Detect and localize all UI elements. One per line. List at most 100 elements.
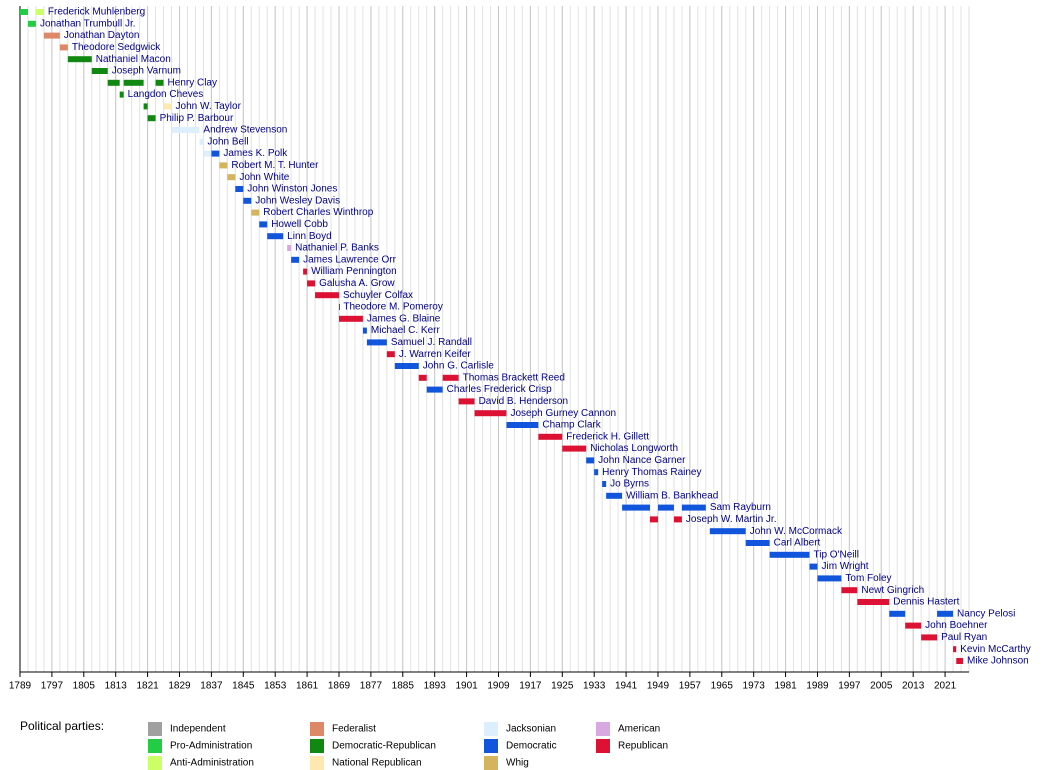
speaker-name: Charles Frederick Crisp: [447, 384, 552, 395]
speaker-name: Carl Albert: [774, 538, 821, 549]
speaker-name: J. Warren Keifer: [399, 349, 472, 360]
speaker-name: William B. Bankhead: [626, 490, 718, 501]
term-bar: [709, 528, 746, 535]
speaker-name: Jonathan Trumbull Jr.: [40, 18, 136, 29]
speaker-name: Jonathan Dayton: [64, 30, 140, 41]
legend-swatch: [484, 739, 498, 753]
speaker-name: Nathaniel P. Banks: [295, 243, 379, 254]
legend-swatch: [310, 722, 324, 736]
x-tick-label: 1813: [105, 681, 128, 692]
term-bar: [199, 138, 204, 145]
term-bar: [338, 315, 363, 322]
x-tick-label: 1837: [200, 681, 223, 692]
speaker-name: John Bell: [207, 136, 248, 147]
term-bar: [123, 79, 144, 86]
x-tick-label: 1989: [806, 681, 829, 692]
term-bar: [307, 280, 316, 287]
speaker-name: Newt Gingrich: [861, 585, 924, 596]
term-bar: [458, 398, 475, 405]
term-bar: [602, 481, 607, 487]
term-bar: [43, 32, 60, 39]
speaker-name: Dennis Hastert: [893, 597, 959, 608]
speaker-name: Samuel J. Randall: [391, 337, 472, 348]
term-bar: [809, 563, 818, 570]
speaker-name: Frederick H. Gillett: [566, 431, 649, 442]
term-bar: [235, 186, 244, 192]
x-tick-label: 1805: [73, 681, 96, 692]
term-bar: [817, 575, 842, 582]
speaker-name: Jim Wright: [821, 561, 868, 572]
x-tick-label: 1981: [774, 681, 797, 692]
term-bar: [163, 103, 172, 110]
legend-label: Democratic-Republican: [332, 741, 436, 752]
term-bar: [953, 646, 957, 653]
speaker-name: James K. Polk: [223, 148, 288, 159]
term-bar: [67, 56, 92, 63]
term-bar: [506, 422, 539, 428]
legend-label: American: [618, 724, 660, 735]
term-bar: [956, 658, 964, 664]
term-bar: [107, 79, 120, 86]
term-bar: [889, 610, 906, 617]
speaker-name: John Nance Garner: [598, 455, 686, 466]
x-tick-label: 1893: [424, 681, 447, 692]
speaker-name: Kevin McCarthy: [960, 644, 1031, 655]
speaker-name: John Wesley Davis: [255, 195, 340, 206]
speaker-name: Nancy Pelosi: [957, 608, 1015, 619]
x-tick-label: 1797: [41, 681, 64, 692]
speaker-name: Langdon Cheves: [128, 89, 204, 100]
term-bar: [35, 9, 44, 15]
speaker-name: Henry Clay: [168, 77, 217, 88]
term-bar: [119, 91, 124, 98]
x-tick-label: 1829: [168, 681, 191, 692]
term-bar: [745, 540, 770, 546]
legend-label: Federalist: [332, 724, 376, 735]
legend-label: Democratic: [506, 741, 557, 752]
speaker-name: Henry Thomas Rainey: [602, 467, 701, 478]
term-bar: [219, 162, 228, 169]
legend-label: National Republican: [332, 758, 422, 769]
term-bar: [315, 292, 339, 299]
term-bar: [538, 433, 563, 440]
speaker-name: John W. McCormack: [750, 526, 843, 537]
term-bar: [905, 622, 922, 629]
term-bar: [59, 44, 68, 51]
term-bar: [267, 233, 284, 240]
term-bar: [171, 127, 200, 133]
x-tick-label: 1885: [392, 681, 415, 692]
term-bar: [937, 610, 954, 617]
term-bar: [227, 174, 236, 181]
x-tick-label: 1853: [264, 681, 287, 692]
term-bar: [211, 150, 220, 157]
speaker-name: Joseph W. Martin Jr.: [686, 514, 777, 525]
speaker-name: Tip O'Neill: [814, 549, 859, 560]
term-bar: [155, 79, 164, 86]
x-tick-label: 1869: [328, 681, 351, 692]
speaker-name: John G. Carlisle: [423, 361, 495, 372]
term-bar: [418, 374, 427, 381]
speaker-name: David B. Henderson: [479, 396, 568, 407]
term-bar: [921, 634, 938, 641]
term-bar: [769, 551, 810, 558]
x-tick-label: 1933: [583, 681, 606, 692]
speaker-name: Nathaniel Macon: [96, 54, 171, 65]
term-bar: [426, 386, 443, 393]
legend-label: Anti-Administration: [170, 758, 254, 769]
speaker-name: Sam Rayburn: [710, 502, 771, 513]
speaker-name: Philip P. Barbour: [160, 113, 234, 124]
x-tick-label: 1965: [711, 681, 734, 692]
speaker-name: Jo Byrns: [610, 479, 649, 490]
legend-swatch: [596, 722, 610, 736]
speaker-name: Joseph Gurney Cannon: [510, 408, 616, 419]
x-tick-label: 1957: [679, 681, 702, 692]
x-tick-label: 2013: [902, 681, 925, 692]
term-bar: [474, 410, 507, 417]
legend-swatch: [310, 739, 324, 753]
term-bar: [27, 20, 36, 27]
speaker-name: Schuyler Colfax: [343, 290, 413, 301]
speaker-name: Champ Clark: [542, 420, 601, 431]
legend-label: Jacksonian: [506, 724, 556, 735]
term-bar: [394, 363, 419, 369]
speaker-name: John Winston Jones: [247, 184, 337, 195]
term-bar: [291, 256, 300, 263]
